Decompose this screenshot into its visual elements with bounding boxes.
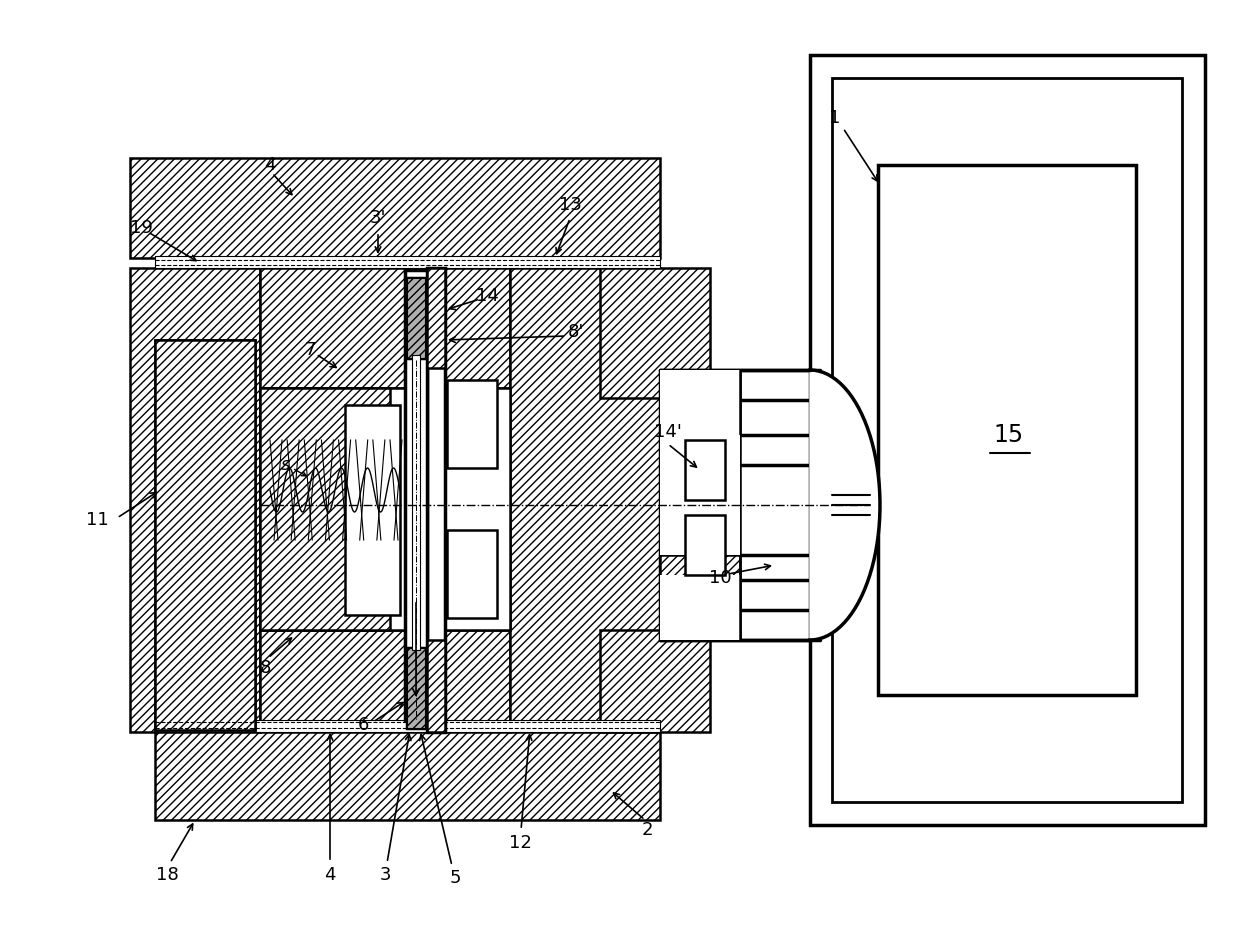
Text: 2: 2	[641, 821, 652, 839]
Text: 4: 4	[264, 156, 275, 174]
Text: 8: 8	[259, 659, 270, 677]
Text: 1: 1	[830, 109, 841, 127]
Bar	[600, 268, 711, 398]
Bar	[660, 605, 740, 640]
Bar	[660, 370, 740, 435]
Bar	[832, 78, 1182, 802]
Bar	[345, 405, 401, 615]
Bar	[660, 370, 740, 405]
Bar	[660, 435, 740, 555]
Bar	[660, 405, 740, 435]
Bar	[407, 648, 425, 728]
Bar	[155, 730, 660, 820]
Text: 5: 5	[449, 869, 461, 887]
Bar	[260, 388, 391, 630]
Bar	[878, 165, 1136, 695]
Text: 12: 12	[508, 834, 532, 852]
Text: 14': 14'	[653, 423, 682, 441]
Bar	[130, 158, 660, 258]
Text: 3': 3'	[370, 209, 386, 227]
Text: 19: 19	[130, 219, 153, 237]
Bar	[407, 278, 425, 358]
Text: 14: 14	[476, 287, 498, 305]
Text: 13: 13	[558, 196, 582, 214]
Polygon shape	[810, 370, 880, 640]
Text: 11: 11	[86, 511, 108, 529]
Bar	[412, 355, 420, 650]
Text: 18: 18	[156, 866, 179, 884]
Text: 7: 7	[304, 341, 316, 359]
Bar	[427, 268, 445, 368]
Bar	[260, 630, 510, 732]
Bar	[427, 268, 445, 732]
Bar	[810, 55, 1205, 825]
Bar	[155, 340, 255, 730]
Text: 10: 10	[709, 569, 732, 587]
Bar	[660, 575, 740, 640]
Bar	[407, 648, 425, 728]
Text: s: s	[280, 456, 290, 474]
Bar	[405, 270, 427, 720]
Bar	[446, 380, 497, 468]
Bar	[155, 720, 660, 732]
Text: 8': 8'	[568, 323, 584, 341]
Bar	[407, 278, 425, 358]
Text: 3: 3	[379, 866, 391, 884]
Bar	[446, 530, 497, 618]
Bar	[600, 630, 711, 732]
Bar	[684, 515, 725, 575]
Bar	[260, 388, 510, 630]
Bar	[427, 640, 445, 732]
Text: 15: 15	[993, 423, 1023, 447]
Text: 4: 4	[324, 866, 336, 884]
Bar	[155, 256, 660, 268]
Text: 6: 6	[357, 716, 368, 734]
Bar	[130, 268, 260, 732]
Bar	[660, 555, 740, 605]
Bar	[260, 268, 510, 388]
Bar	[684, 440, 725, 500]
Bar	[510, 268, 660, 732]
Bar	[155, 340, 255, 730]
